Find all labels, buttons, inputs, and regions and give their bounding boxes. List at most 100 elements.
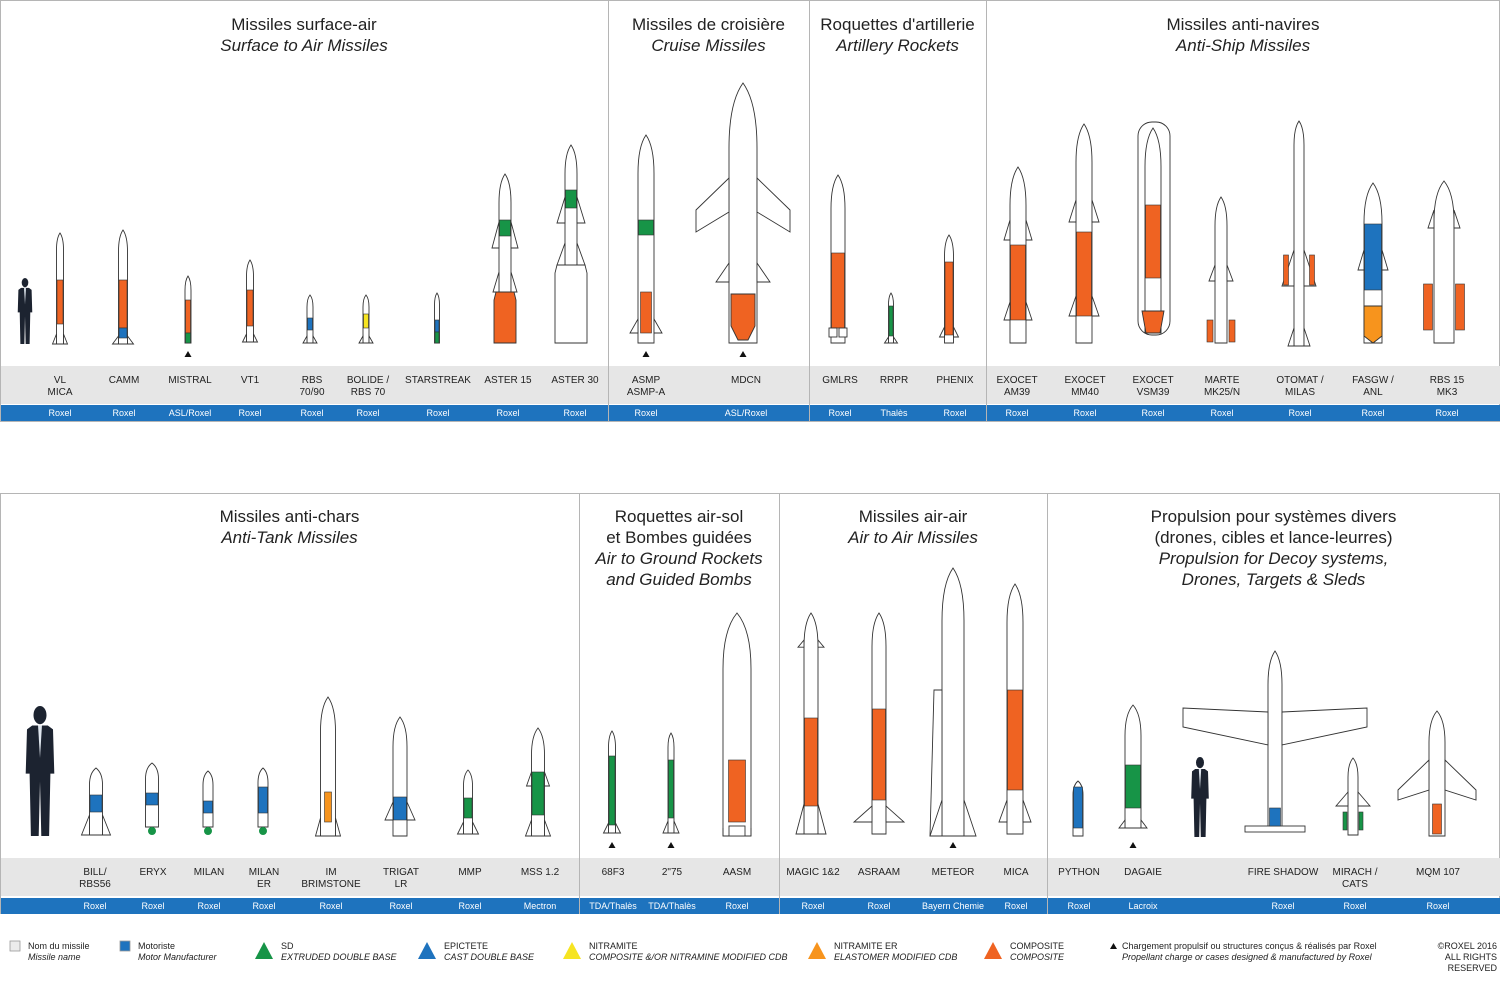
tail-fins (938, 326, 960, 338)
missile-name: DAGAIE (1124, 867, 1162, 878)
missile-name: METEOR (931, 867, 975, 878)
propellant-charge (888, 305, 894, 337)
section-title-fr: Missiles anti-chars (219, 507, 360, 526)
aasm-nozzle (728, 825, 746, 837)
mirach-booster (1342, 811, 1348, 831)
tail-fins (492, 271, 518, 293)
legend-swatch (808, 942, 826, 959)
mid-fins (491, 221, 519, 249)
missile-name: STARSTREAK (405, 375, 471, 386)
tail-fins (80, 814, 112, 836)
bottom_sections-name-band-0 (1, 858, 579, 896)
tail-fins (1068, 295, 1100, 317)
legend-label: COMPOSITE (1010, 941, 1065, 951)
motor-manufacturer: Roxel (238, 408, 262, 418)
legend-missile_name: Nom du missile Missile name (28, 941, 90, 963)
missile-name: RRPR (879, 375, 909, 386)
section-title-en: Anti-Ship Missiles (1175, 36, 1311, 55)
missile-name: MDCN (731, 375, 761, 386)
missile-name: FIRE SHADOW (1247, 867, 1319, 878)
missile-name: GMLRS (822, 375, 858, 386)
missile-name: PYTHON (1058, 867, 1100, 878)
legend-swatch (563, 942, 581, 959)
mdcn-wings (695, 176, 791, 233)
copyright-rights: ALL RIGHTS RESERVED (1444, 952, 1497, 973)
missile-name: MIRACH / CATS (1332, 867, 1378, 890)
missile-name: RBS 15 MK3 (1429, 375, 1465, 398)
missile-milan (202, 770, 214, 828)
missile-name: 2"75 (661, 867, 683, 878)
motor-manufacturer: Roxel (1343, 901, 1367, 911)
missile-name: BILL/ RBS56 (79, 867, 111, 890)
propellant-charge (89, 794, 103, 813)
canards (797, 638, 825, 648)
legend-label: Nom du missile (28, 941, 90, 951)
section-title-fr: Missiles anti-navires (1166, 15, 1320, 34)
propellant-charge (203, 800, 213, 814)
missile-name: FASGW / ANL (1352, 375, 1394, 398)
fire-shadow-sled (1244, 825, 1306, 833)
mid-fins (525, 771, 551, 787)
section-title-en: Surface to Air Missiles (220, 36, 388, 55)
bottom_sections-name-band-1 (580, 858, 779, 896)
propellant-charge (118, 327, 128, 339)
marte-booster (1228, 319, 1236, 343)
mid-fins (1335, 790, 1371, 807)
legend-sd: SD EXTRUDED DOUBLE BASE (281, 941, 397, 963)
motor-manufacturer: Roxel (300, 408, 324, 418)
tail-fins (795, 803, 827, 835)
propellant-charge (668, 759, 674, 819)
propellant-charge (804, 717, 818, 807)
section-title-en: Propulsion for Decoy systems, Drones, Ta… (1158, 549, 1389, 589)
tail-fins (241, 333, 259, 343)
mid-fins (998, 799, 1032, 823)
otomat-booster (1283, 254, 1289, 286)
motor-manufacturer: Roxel (1271, 901, 1295, 911)
missile-rbs15-mk3 (1433, 180, 1455, 344)
section-title-en: Air to Ground Rockets and Guided Bombs (595, 549, 763, 589)
missile-name: EXOCET VSM39 (1132, 375, 1174, 398)
top_sections-section-title-1: Missiles de croisière Cruise Missiles (608, 14, 809, 56)
mid-fins (1427, 209, 1461, 229)
target-mirach-cats (1347, 757, 1359, 836)
legend-nitramite: NITRAMITE COMPOSITE &/OR NITRAMINE MODIFI… (589, 941, 788, 963)
motor-manufacturer: Roxel (634, 408, 658, 418)
propellant-charge (56, 279, 64, 325)
propellant-charge (1125, 764, 1141, 809)
missile-asmp (637, 134, 655, 344)
motor-manufacturer: Thalès (880, 408, 908, 418)
motor-manufacturer: Roxel (1435, 408, 1459, 418)
motor-manufacturer: Roxel (1004, 901, 1028, 911)
propellant-charge (185, 332, 191, 344)
gmlrs-fin (828, 327, 838, 338)
top_sections-section-title-2: Roquettes d'artillerie Artillery Rockets (809, 14, 986, 56)
propellant-charge (1073, 786, 1083, 829)
propellant-charge (531, 771, 545, 816)
propellant-charge (831, 252, 845, 329)
top_sections-section-divider-1 (608, 1, 609, 421)
legend-label: Motoriste (138, 941, 176, 951)
tail-fins (852, 804, 906, 823)
missile-name: ASRAAM (857, 867, 901, 878)
legend-nitramite_er: NITRAMITE ER ELASTOMER MODIFIED CDB (834, 941, 957, 963)
marte-booster (1206, 319, 1214, 343)
missile-name: OTOMAT / MILAS (1276, 375, 1324, 398)
propellant-charge (1364, 223, 1382, 291)
tail-fins (456, 821, 480, 835)
propellant-charge (145, 792, 159, 806)
legend-label: Chargement propulsif ou structures conçu… (1122, 941, 1377, 951)
mid-fins (1357, 249, 1389, 271)
fasgw-booster (1363, 305, 1383, 344)
motor-manufacturer: Roxel (1361, 408, 1385, 418)
motor-manufacturer: Roxel (1210, 408, 1234, 418)
missile-name: VL MICA (47, 375, 73, 398)
booster (554, 264, 588, 344)
copyright: ©ROXEL 2016 ALL RIGHTS RESERVED (1399, 941, 1497, 974)
person-silhouette-icon (1191, 757, 1209, 837)
mdcn-booster (730, 293, 756, 341)
top_sections-maker-band-3 (987, 405, 1500, 421)
legend-sublabel: EXTRUDED DOUBLE BASE (281, 952, 397, 962)
mid-fins (556, 196, 586, 224)
legend-swatch (255, 942, 273, 959)
bottom_sections-maker-band-3 (1048, 898, 1500, 914)
